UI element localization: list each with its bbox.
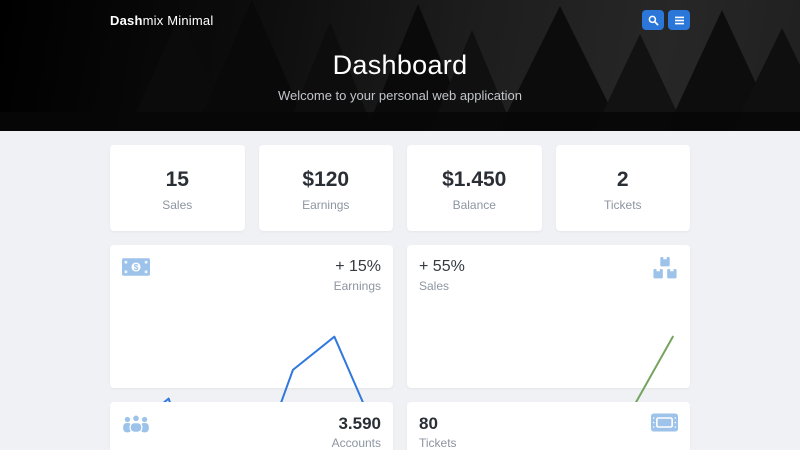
ticket-icon bbox=[651, 413, 678, 432]
sales-delta: + 55% bbox=[419, 258, 465, 275]
stat-value: $120 bbox=[302, 168, 350, 191]
charts-row: $ + 15% Earnings + 55% Sales bbox=[110, 245, 690, 388]
tickets-value: 80 bbox=[419, 414, 438, 433]
tickets-card[interactable]: 80 Tickets bbox=[407, 402, 690, 450]
stat-label: Tickets bbox=[603, 198, 642, 212]
sales-label: Sales bbox=[419, 279, 450, 293]
navbar: Dashmix Minimal bbox=[0, 0, 800, 30]
stat-label: Sales bbox=[162, 198, 193, 212]
brand-bold: Dash bbox=[110, 12, 143, 28]
header-hero: Dashmix Minimal Dashboard bbox=[0, 0, 800, 131]
stat-value: 2 bbox=[616, 168, 629, 191]
menu-icon bbox=[674, 16, 684, 24]
brand[interactable]: Dashmix Minimal bbox=[110, 13, 213, 28]
sales-chart-card[interactable]: + 55% Sales bbox=[407, 245, 690, 388]
stat-card-tickets[interactable]: 2 Tickets bbox=[555, 145, 690, 231]
earnings-label: Earnings bbox=[333, 279, 381, 293]
accounts-label: Accounts bbox=[331, 436, 381, 450]
users-icon bbox=[123, 414, 149, 433]
accounts-card[interactable]: 3.590 Accounts bbox=[110, 402, 393, 450]
main-content: 15 Sales $120 Earnings $1.450 Balance 2 … bbox=[110, 145, 690, 450]
accounts-value: 3.590 bbox=[338, 414, 381, 433]
nav-buttons bbox=[642, 10, 690, 30]
tickets-label: Tickets bbox=[419, 436, 457, 450]
earnings-chart-card[interactable]: $ + 15% Earnings bbox=[110, 245, 393, 388]
stat-card-balance[interactable]: $1.450 Balance bbox=[407, 145, 542, 231]
earnings-line-chart bbox=[122, 302, 381, 450]
page-title: Dashboard bbox=[332, 50, 468, 80]
stats-row: 15 Sales $120 Earnings $1.450 Balance 2 … bbox=[110, 145, 690, 231]
stat-label: Balance bbox=[452, 198, 496, 212]
brand-rest: mix Minimal bbox=[142, 12, 214, 28]
hero-text: Dashboard Welcome to your personal web a… bbox=[0, 50, 800, 103]
summary-row: 3.590 Accounts 80 Tickets bbox=[110, 402, 690, 450]
svg-text:$: $ bbox=[134, 262, 139, 272]
money-bill-icon: $ bbox=[122, 258, 150, 276]
cubes-icon bbox=[653, 257, 677, 279]
menu-button[interactable] bbox=[668, 10, 690, 30]
forest-background-image bbox=[0, 0, 800, 131]
stat-label: Earnings bbox=[302, 198, 350, 212]
earnings-delta: + 15% bbox=[335, 258, 381, 275]
page-subtitle: Welcome to your personal web application bbox=[277, 88, 522, 103]
search-icon bbox=[648, 15, 658, 25]
stat-card-earnings[interactable]: $120 Earnings bbox=[258, 145, 393, 231]
stat-value: $1.450 bbox=[442, 168, 507, 191]
stat-card-sales[interactable]: 15 Sales bbox=[110, 145, 245, 231]
stat-value: 15 bbox=[165, 168, 189, 191]
search-button[interactable] bbox=[642, 10, 664, 30]
